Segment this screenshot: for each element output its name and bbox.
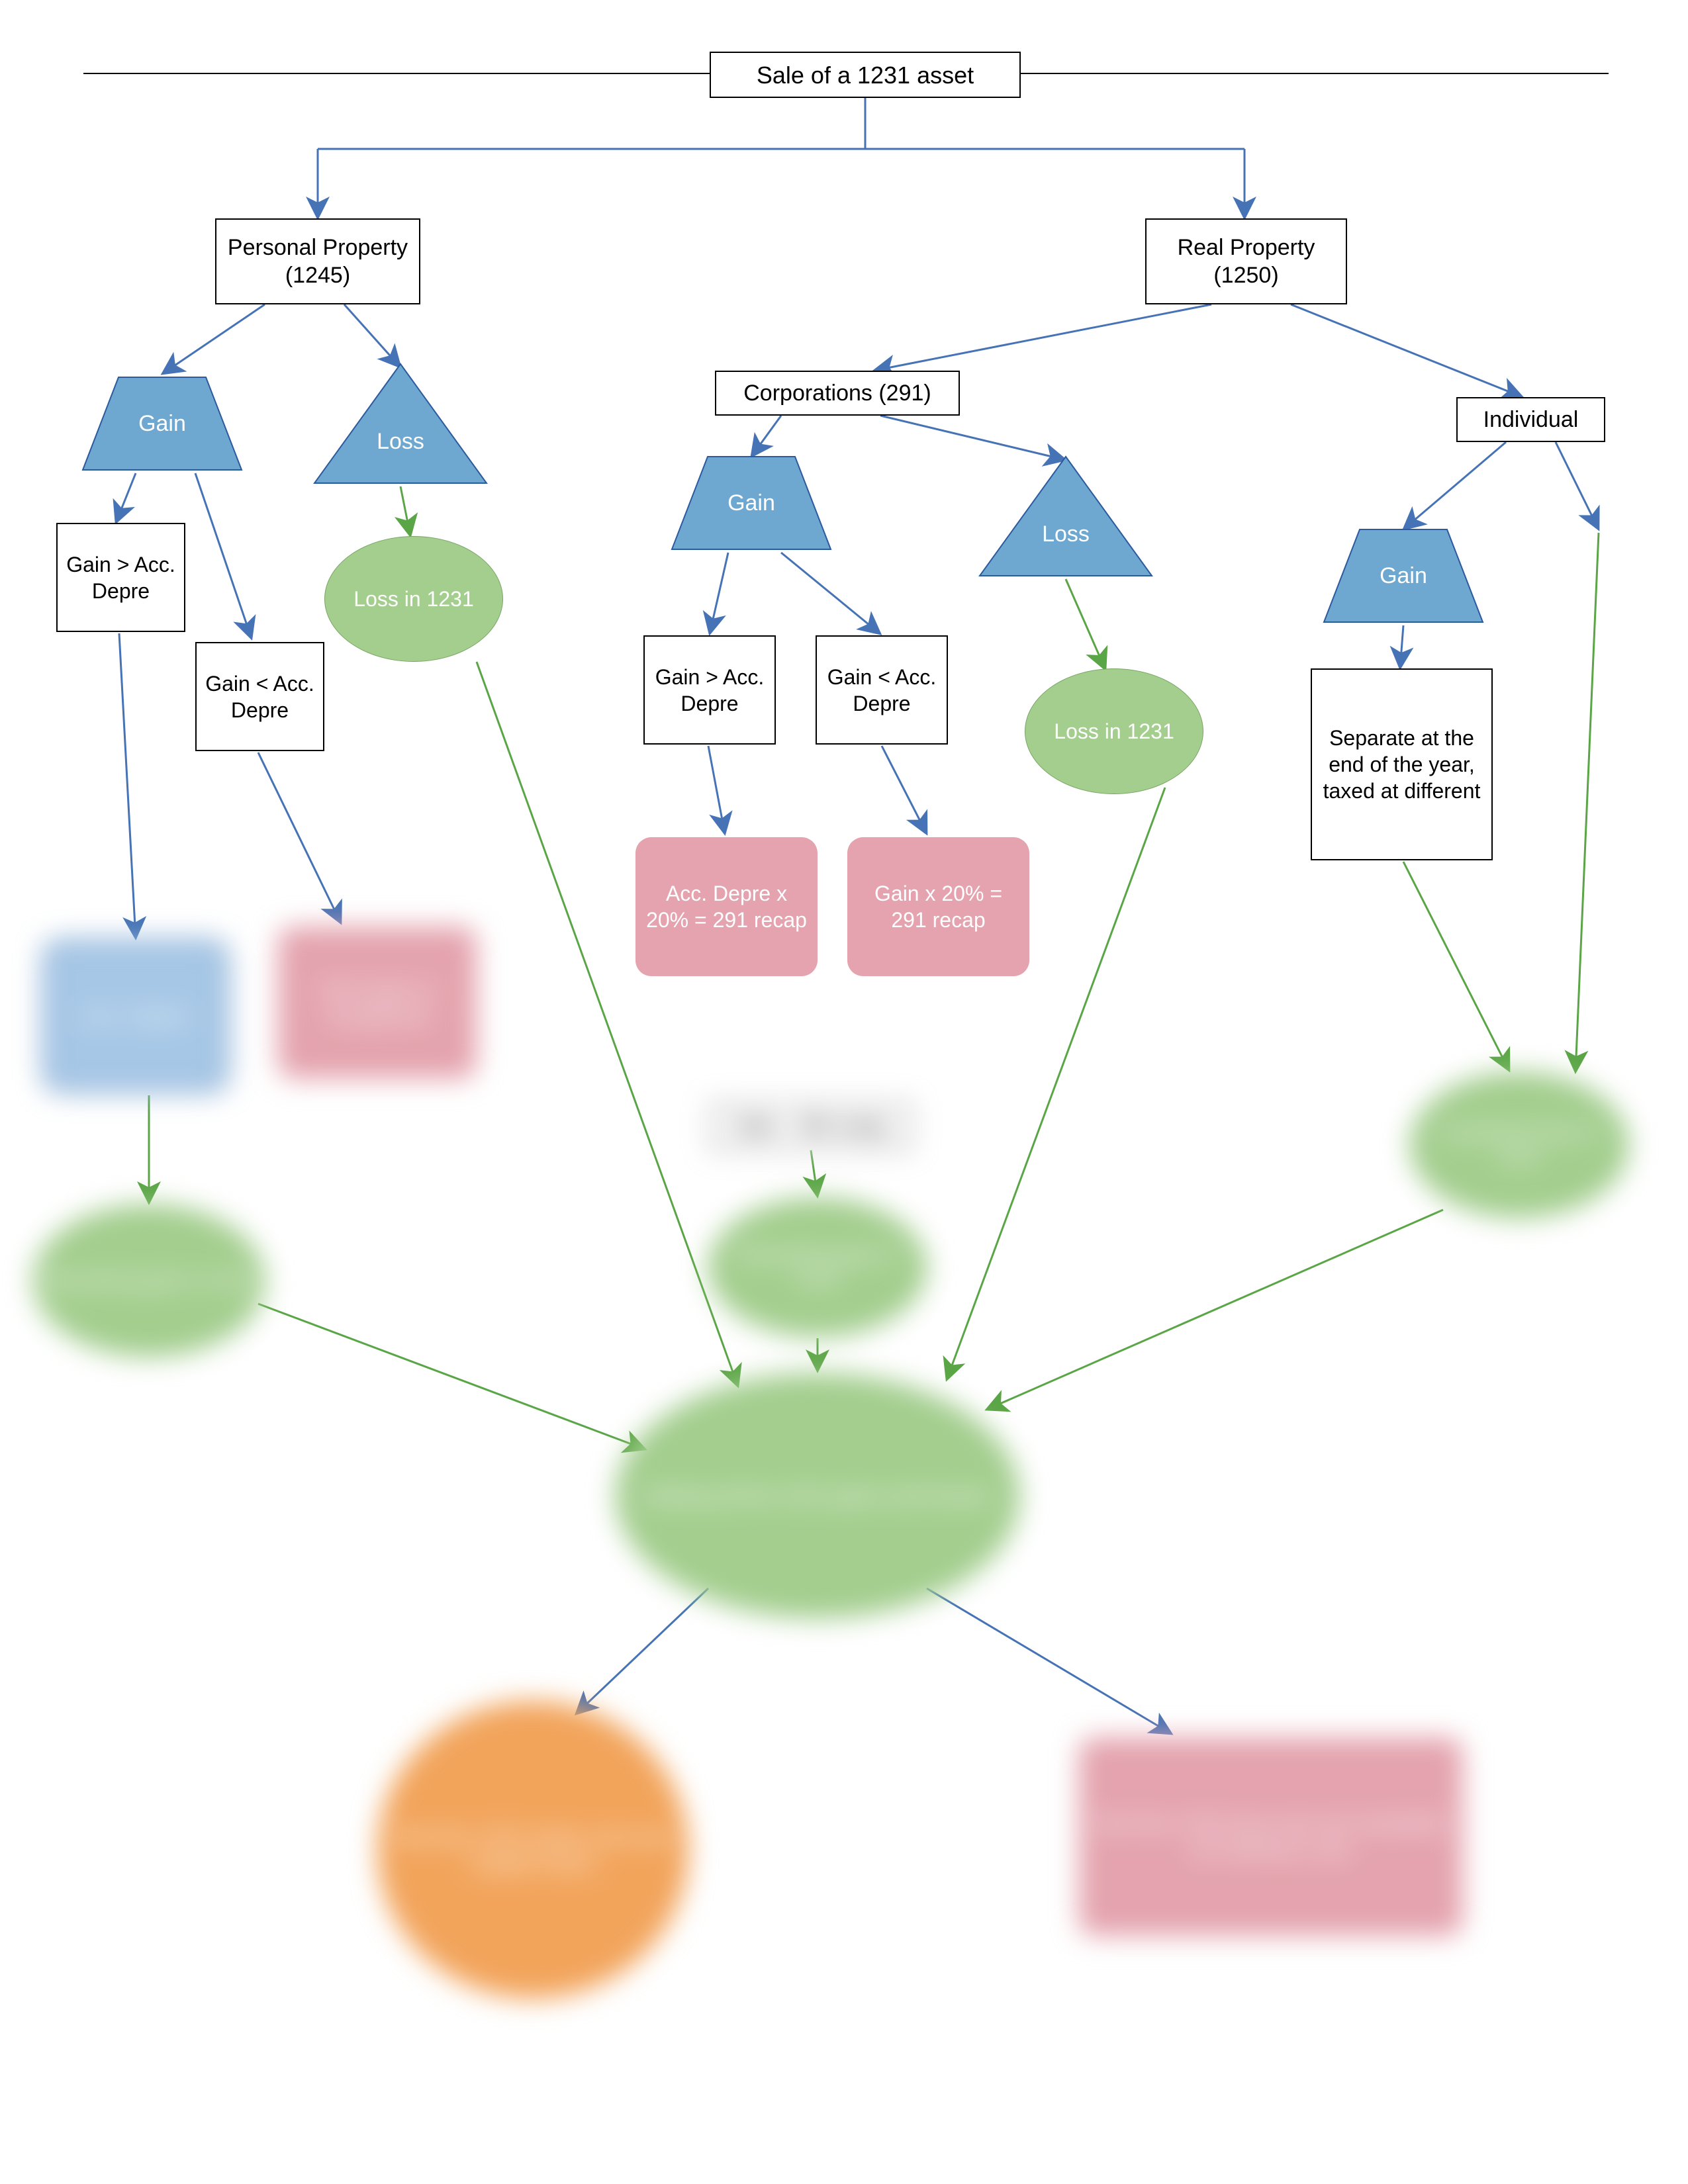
edge	[1575, 533, 1599, 1072]
gainGt2-label: Gain > Acc. Depre	[645, 656, 774, 725]
edge	[874, 304, 1211, 371]
edge	[880, 416, 1066, 460]
edge	[116, 473, 136, 523]
pinkR-label: Net Sec 1231 loss over are classified as…	[1079, 1802, 1463, 1871]
gainLt2: Gain < Acc. Depre	[816, 635, 948, 745]
gainx20: Gain x 20% = 291 recap	[847, 837, 1029, 976]
edge	[751, 416, 781, 457]
gainx20-label: Gain x 20% = 291 recap	[847, 872, 1029, 941]
root-label: Sale of a 1231 asset	[749, 52, 982, 98]
root: Sale of a 1231 asset	[710, 52, 1021, 98]
gain2	[672, 457, 831, 549]
edge	[1400, 625, 1403, 668]
edge	[1403, 862, 1509, 1071]
edge	[258, 1304, 645, 1449]
edge	[986, 1210, 1443, 1410]
corp-label: Corporations (291)	[735, 371, 939, 416]
gainGt1: Gain > Acc. Depre	[56, 523, 185, 632]
gainGt2: Gain > Acc. Depre	[643, 635, 776, 745]
edge	[477, 662, 738, 1387]
gainLt1: Gain < Acc. Depre	[195, 642, 324, 751]
edge	[1291, 304, 1523, 397]
indiv-label: Individual	[1476, 398, 1587, 442]
ell3: Combined Gain in 1231	[1410, 1072, 1628, 1218]
loss2	[980, 457, 1152, 576]
edge	[400, 486, 410, 536]
loss1231b-label: Loss in 1231	[1046, 710, 1182, 752]
gainLt2-label: Gain < Acc. Depre	[817, 656, 947, 725]
edge	[1556, 442, 1599, 529]
gainLt1-label: Gain < Acc. Depre	[197, 662, 323, 731]
indiv: Individual	[1456, 397, 1605, 442]
edge	[258, 752, 341, 923]
allGain: All of gain is recaptured	[278, 927, 477, 1079]
edge	[1403, 442, 1506, 529]
gain3	[1324, 529, 1483, 622]
circL: Net Sec 1231 Gains over are Capital Gain…	[377, 1701, 688, 1999]
loss1231a-label: Loss in 1231	[346, 578, 481, 620]
accx20-label: Acc. Depre x 20% = 291 recap	[635, 872, 818, 941]
separate: Separate at the end of the year, taxed a…	[1311, 668, 1493, 860]
edge	[1066, 579, 1105, 670]
edge	[576, 1588, 708, 1714]
accx20: Acc. Depre x 20% = 291 recap	[635, 837, 818, 976]
circL-label: Net Sec 1231 Gains over are Capital Gain…	[377, 1815, 688, 1884]
ell3-label: Combined Gain in 1231	[1411, 1113, 1628, 1178]
mid: Gain – 291 recap	[712, 1104, 910, 1149]
hub-label: Netting all the 1231 gains and losses	[636, 1475, 998, 1517]
gainGt1-label: Gain > Acc. Depre	[58, 543, 184, 612]
mid-label: Gain – 291 recap	[727, 1106, 895, 1147]
allGain-label: All of gain is recaptured	[278, 968, 477, 1037]
flowchart-canvas: Sale of a 1231 asset Personal Property (1…	[0, 0, 1688, 2184]
remain1: Remaining gain in 1231	[33, 1205, 265, 1357]
pinkR: Net Sec 1231 loss over are classified as…	[1079, 1737, 1463, 1936]
loss1231a: Loss in 1231	[324, 536, 503, 662]
accDepre: Acc. Depre	[43, 940, 228, 1092]
remain2: Remaining gain in 1231	[708, 1198, 927, 1337]
loss1	[314, 364, 487, 483]
edge	[781, 553, 880, 634]
rp-label: Real Property (1250)	[1147, 226, 1346, 298]
edge	[119, 633, 136, 938]
hub: Netting all the 1231 gains and losses	[616, 1373, 1019, 1618]
remain2-label: Remaining gain in 1231	[709, 1235, 926, 1300]
edge	[708, 746, 725, 834]
edge	[195, 473, 252, 639]
corp: Corporations (291)	[715, 371, 960, 416]
pp-label: Personal Property (1245)	[216, 226, 419, 298]
rp: Real Property (1250)	[1145, 218, 1347, 304]
edge	[162, 304, 265, 374]
accDepre-label: Acc. Depre	[75, 995, 196, 1037]
loss1231b: Loss in 1231	[1025, 668, 1203, 794]
edge	[882, 746, 927, 834]
edge	[811, 1150, 818, 1197]
separate-label: Separate at the end of the year, taxed a…	[1312, 717, 1491, 812]
edge	[344, 304, 400, 367]
remain1-label: Remaining gain in 1231	[36, 1260, 261, 1301]
gain1	[83, 377, 242, 470]
pp: Personal Property (1245)	[215, 218, 420, 304]
edge	[927, 1588, 1172, 1734]
edge	[710, 553, 728, 634]
